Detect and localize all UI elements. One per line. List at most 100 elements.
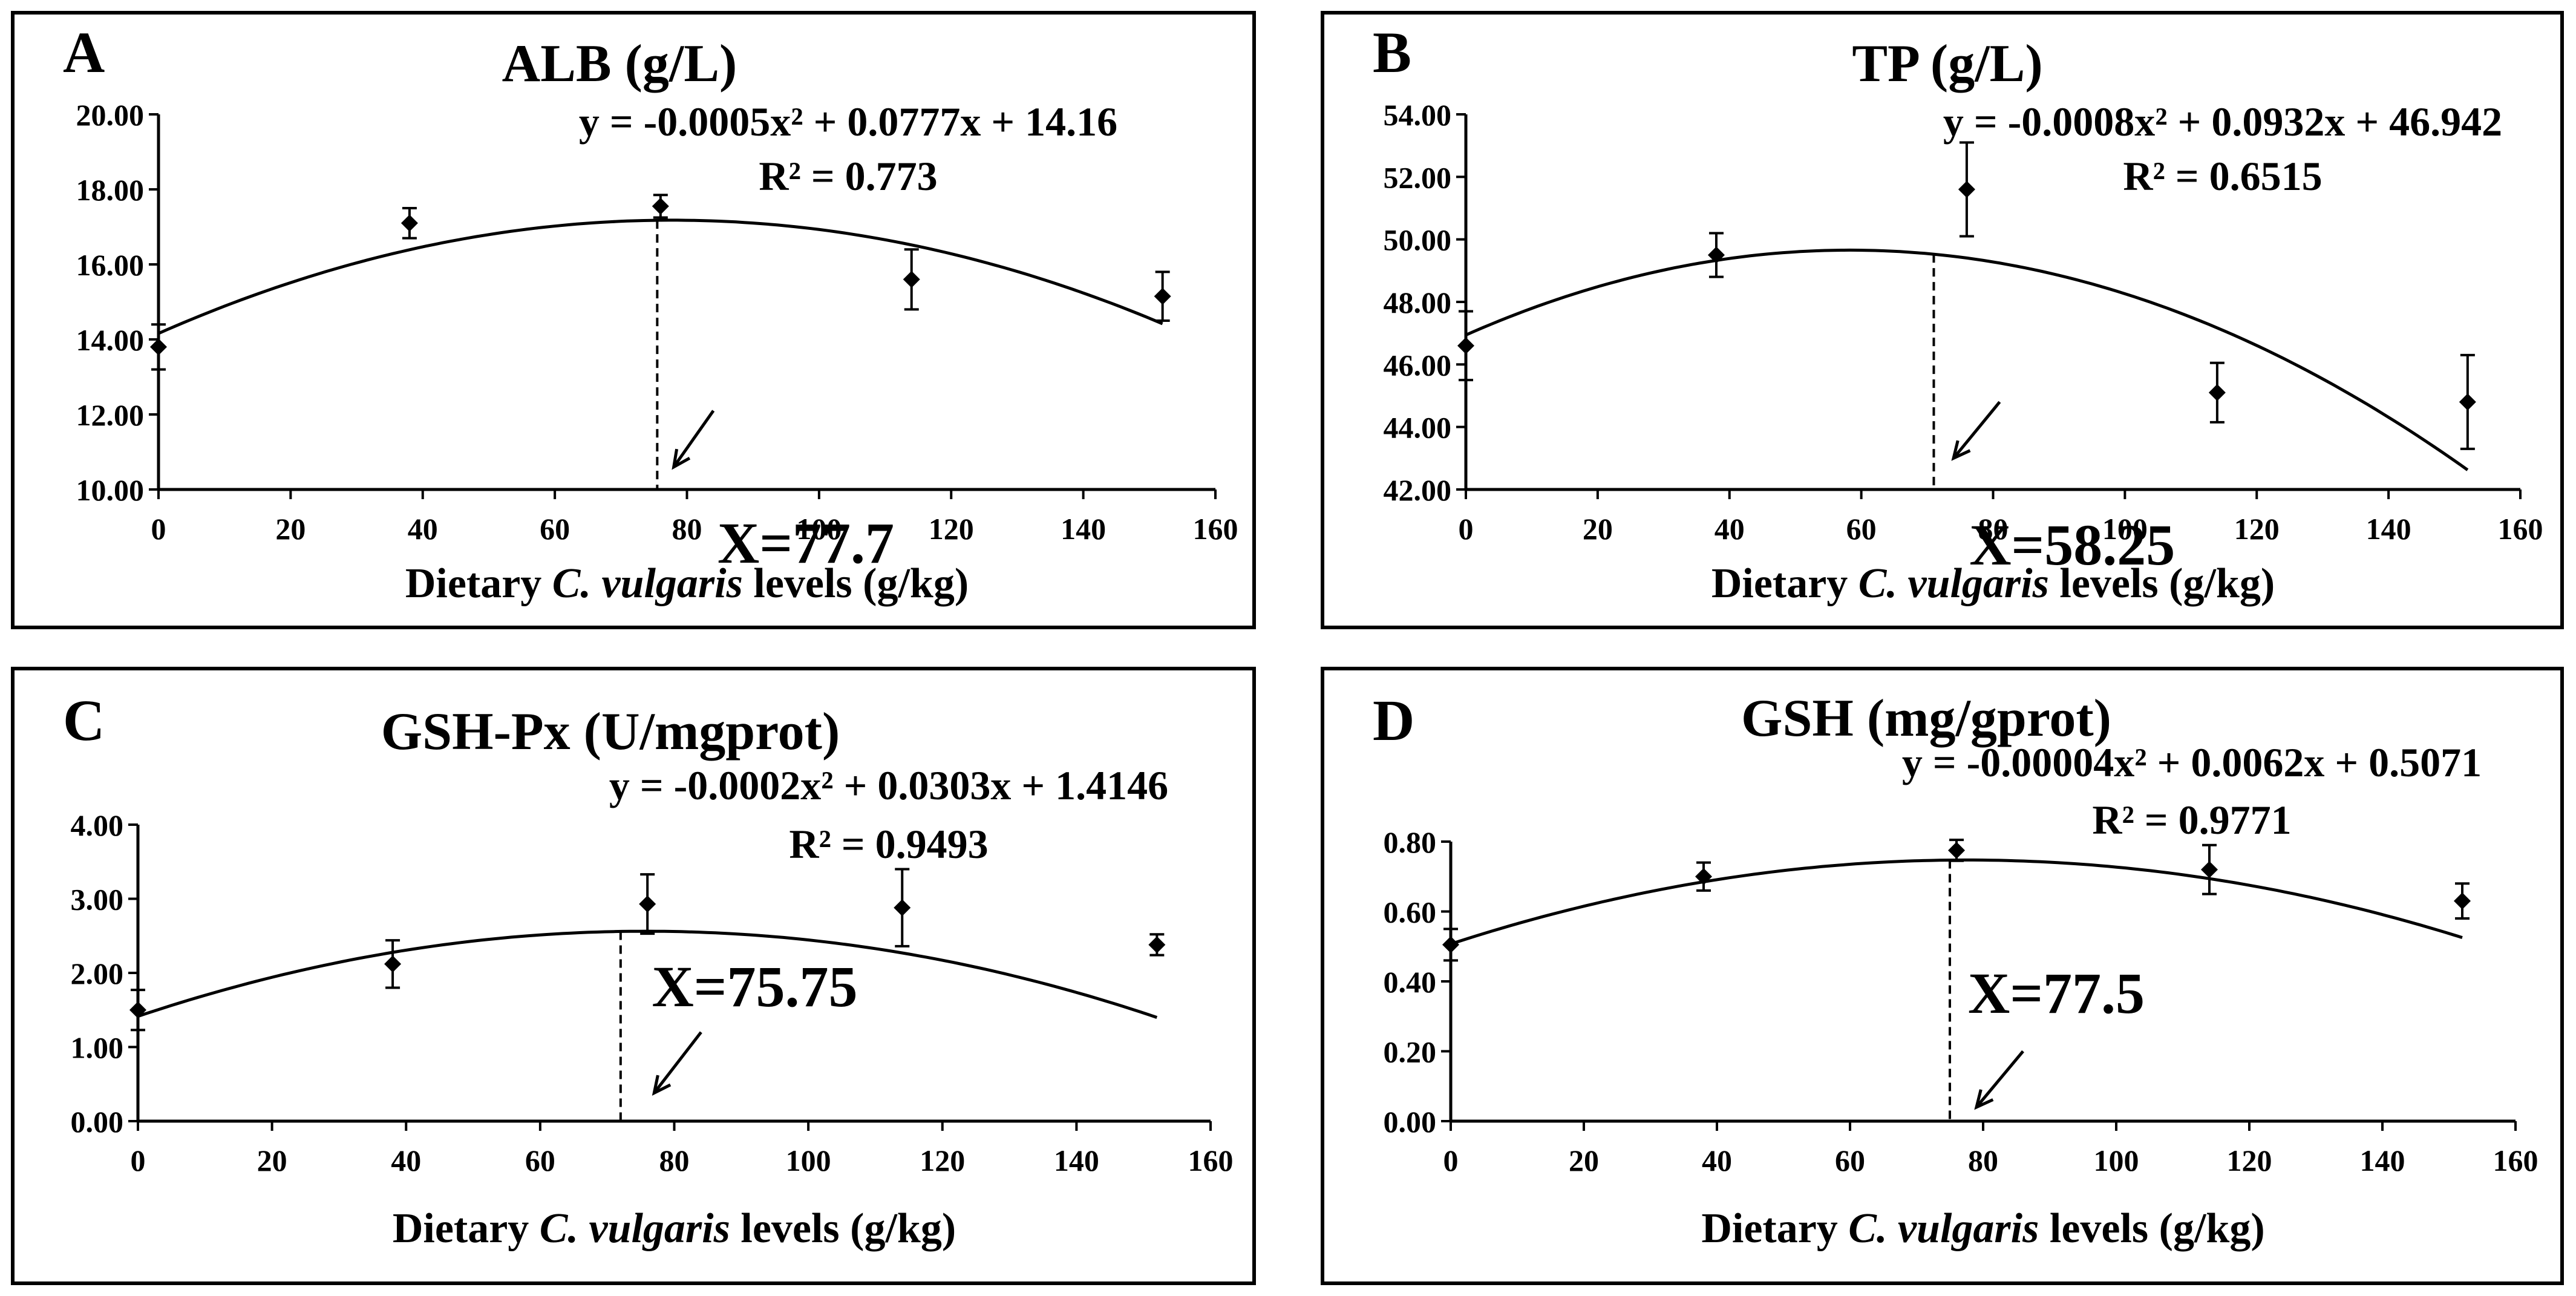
x-tick-label: 20 [1569, 1144, 1599, 1177]
optimum-label: X=75.75 [652, 954, 857, 1019]
x-tick-label: 80 [1968, 1144, 1998, 1177]
chart-title: ALB (g/L) [502, 34, 737, 93]
panel-letter: B [1373, 20, 1411, 85]
data-point-marker [2208, 384, 2226, 401]
data-point-marker [1457, 337, 1474, 355]
x-tick-label: 160 [1193, 512, 1238, 546]
x-tick-label: 40 [391, 1144, 421, 1177]
data-point-marker [894, 899, 911, 917]
x-tick-label: 100 [796, 512, 842, 546]
x-axis-label-part: Dietary [1711, 560, 1858, 607]
y-tick-label: 50.00 [1384, 223, 1452, 257]
optimum-arrow-head [1974, 1089, 1994, 1110]
data-point-marker [1948, 842, 1965, 859]
y-tick-label: 2.00 [71, 957, 124, 990]
data-point-marker [384, 955, 402, 973]
regression-equation: y = -0.0005x² + 0.0777x + 14.16 [579, 99, 1117, 145]
y-tick-label: 20.00 [76, 98, 145, 132]
data-point-marker [1154, 287, 1171, 305]
data-point-marker [1442, 936, 1459, 954]
x-tick-label: 120 [2227, 1144, 2272, 1177]
x-tick-label: 0 [1443, 1144, 1459, 1177]
optimum-label: X=77.7 [718, 511, 894, 575]
x-axis-label-part: levels (g/kg) [2049, 560, 2275, 607]
y-tick-label: 0.40 [1384, 965, 1437, 999]
chart-c: C GSH-Px (U/mgprot)y = -0.0002x² + 0.0303… [63, 688, 1234, 1252]
x-axis-label: Dietary C. vulgaris levels (g/kg) [393, 1205, 956, 1252]
fitted-curve [1450, 858, 2463, 946]
x-tick-label: 120 [929, 512, 974, 546]
fitted-curve [157, 218, 1163, 335]
panel-letter: A [63, 20, 105, 85]
panel-letter: C [63, 688, 105, 753]
data-point-marker [150, 338, 167, 356]
x-tick-label: 40 [408, 512, 438, 546]
regression-equation: y = -0.0008x² + 0.0932x + 46.942 [1943, 99, 2502, 145]
x-axis-label-part: levels (g/kg) [743, 560, 969, 607]
data-point-marker [639, 895, 656, 913]
y-tick-label: 44.00 [1384, 411, 1452, 445]
panel-letter: D [1373, 688, 1414, 753]
chart-title: TP (g/L) [1852, 34, 2042, 93]
y-tick-label: 0.80 [1384, 825, 1437, 859]
x-tick-label: 80 [1978, 512, 2009, 546]
y-tick-label: 10.00 [76, 473, 145, 507]
x-tick-label: 160 [1188, 1144, 1234, 1177]
y-tick-label: 12.00 [76, 398, 145, 432]
y-tick-label: 48.00 [1384, 286, 1452, 319]
x-axis-label-part: Dietary [393, 1205, 540, 1252]
x-tick-label: 60 [1846, 512, 1877, 546]
fitted-curve [1465, 248, 2469, 471]
x-tick-label: 160 [2493, 1144, 2538, 1177]
y-tick-label: 0.00 [1384, 1105, 1437, 1139]
chart-b: B TP (g/L) y = -0.0008x² + 0.0932x + 46.94… [1373, 20, 2543, 607]
x-tick-label: 20 [275, 512, 306, 546]
r-squared-label: R² = 0.9493 [789, 821, 988, 867]
x-tick-label: 0 [151, 512, 166, 546]
y-tick-label: 4.00 [71, 808, 124, 842]
x-axis-label-part: levels (g/kg) [730, 1205, 956, 1252]
optimum-arrow-head [652, 1075, 672, 1096]
x-axis-label: Dietary C. vulgaris levels (g/kg) [405, 560, 969, 607]
x-tick-label: 0 [131, 1144, 146, 1177]
x-tick-label: 60 [525, 1144, 555, 1177]
regression-equation: y = -0.00004x² + 0.0062x + 0.5071 [1902, 739, 2482, 785]
x-axis-label-part: C. vulgaris [1848, 1205, 2039, 1252]
optimum-arrow-shaft [1975, 1050, 2024, 1108]
data-point-marker [129, 1001, 146, 1019]
data-point-marker [652, 197, 669, 215]
x-tick-label: 140 [2360, 1144, 2405, 1177]
x-axis-label: Dietary C. vulgaris levels (g/kg) [1701, 1205, 2264, 1252]
chart-d: D GSH (mg/gprot)y = -0.00004x² + 0.0062x … [1373, 688, 2538, 1252]
x-tick-label: 80 [659, 1144, 690, 1177]
x-tick-label: 60 [540, 512, 570, 546]
x-tick-label: 140 [1054, 1144, 1099, 1177]
panel-d: D GSH (mg/gprot) y = -0.00004x² + 0.0062x … [1321, 667, 2564, 1285]
optimum-arrow-shaft [1952, 401, 2001, 459]
x-tick-label: 100 [786, 1144, 831, 1177]
y-tick-label: 52.00 [1384, 160, 1452, 194]
x-axis-label-part: Dietary [1701, 1205, 1848, 1252]
y-tick-label: 54.00 [1384, 98, 1452, 132]
y-tick-label: 1.00 [71, 1031, 124, 1065]
x-tick-label: 140 [2366, 512, 2411, 546]
y-tick-label: 3.00 [71, 883, 124, 917]
regression-equation: y = -0.0002x² + 0.0303x + 1.4146 [609, 762, 1168, 808]
panel-a: A ALB (g/L) y = -0.0005x² + 0.0777x + 14.1… [11, 11, 1256, 629]
data-point-marker [1695, 868, 1712, 885]
optimum-arrow-shaft [672, 410, 715, 468]
x-tick-label: 40 [1715, 512, 1745, 546]
x-tick-label: 120 [2234, 512, 2280, 546]
y-tick-label: 18.00 [76, 173, 145, 207]
panel-b: B TP (g/L) y = -0.0008x² + 0.0932x + 46.94… [1321, 11, 2564, 629]
optimum-label: X=58.25 [1969, 512, 2175, 577]
x-tick-label: 160 [2498, 512, 2543, 546]
y-tick-label: 42.00 [1384, 473, 1452, 507]
y-tick-label: 0.60 [1384, 895, 1437, 929]
y-tick-label: 14.00 [76, 323, 145, 357]
y-tick-label: 16.00 [76, 248, 145, 282]
x-tick-label: 100 [2094, 1144, 2139, 1177]
r-squared-label: R² = 0.9771 [2092, 797, 2291, 843]
chart-a: A ALB (g/L) y = -0.0005x² + 0.0777x + 14.1… [63, 20, 1238, 607]
x-tick-label: 60 [1835, 1144, 1865, 1177]
